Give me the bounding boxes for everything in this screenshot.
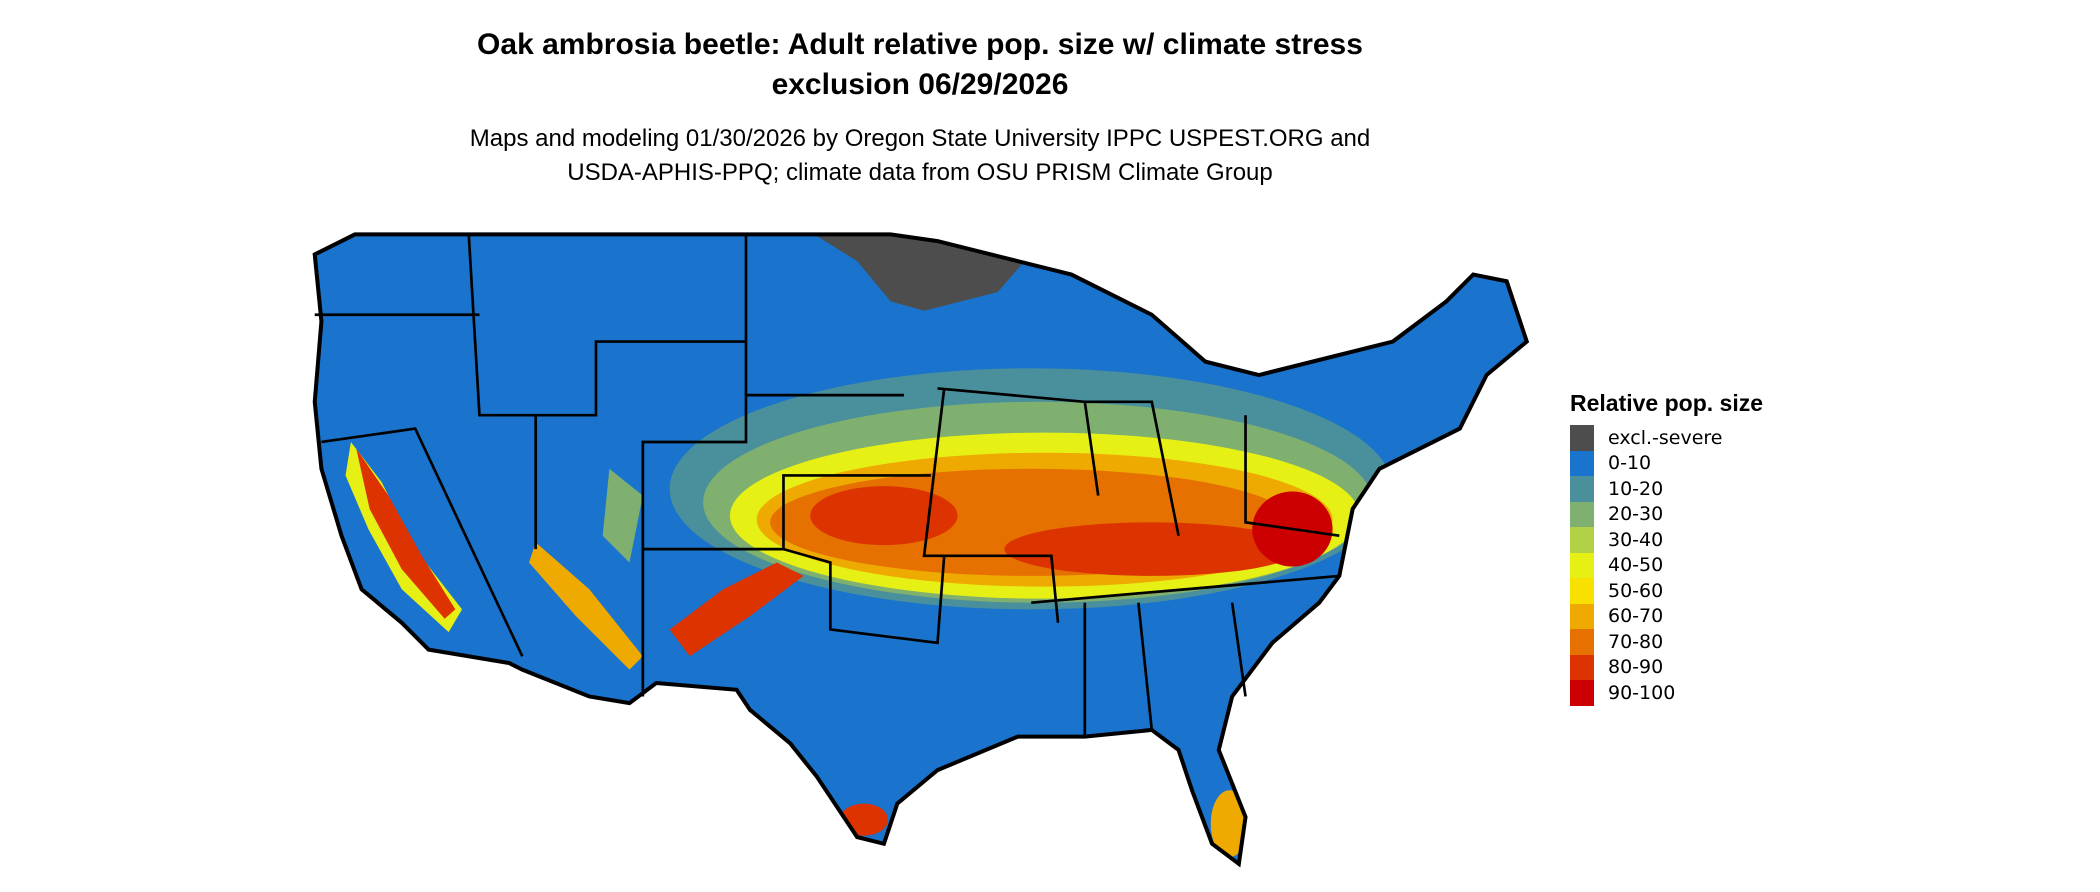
legend-label: 20-30	[1608, 503, 1664, 526]
map-subtitle-line2: USDA-APHIS-PPQ; climate data from OSU PR…	[567, 159, 1273, 186]
legend-label: 50-60	[1608, 579, 1664, 602]
legend-title: Relative pop. size	[1570, 390, 1764, 416]
region-80-90	[810, 486, 958, 546]
region-60-70	[529, 542, 643, 670]
legend-item: excl.-severe	[1570, 425, 1763, 451]
legend-label: 90-100	[1608, 681, 1676, 704]
legend-item: 90-100	[1570, 680, 1763, 706]
legend-swatch	[1570, 476, 1594, 502]
region-80-90	[1004, 522, 1300, 576]
legend-swatch	[1570, 425, 1594, 451]
map-title-line1: Oak ambrosia beetle: Adult relative pop.…	[477, 28, 1363, 61]
legend-swatch	[1570, 629, 1594, 655]
legend-swatch	[1570, 552, 1594, 578]
legend-swatch	[1570, 527, 1594, 553]
legend-label: 40-50	[1608, 554, 1664, 577]
legend-label: 80-90	[1608, 656, 1664, 679]
map-title-line2: exclusion 06/29/2026	[771, 68, 1069, 101]
legend-item: 20-30	[1570, 501, 1763, 527]
legend-item: 0-10	[1570, 450, 1763, 476]
region-80-90	[356, 448, 456, 619]
region-60-70	[1210, 790, 1249, 858]
legend-item: 80-90	[1570, 654, 1763, 680]
legend-item: 50-60	[1570, 578, 1763, 604]
legend-item: 30-40	[1570, 527, 1763, 553]
legend-label: 30-40	[1608, 528, 1664, 551]
legend-label: 60-70	[1608, 605, 1664, 628]
legend-item: 40-50	[1570, 552, 1763, 578]
legend-label: 10-20	[1608, 477, 1664, 500]
legend-item: 60-70	[1570, 603, 1763, 629]
legend-swatch	[1570, 578, 1594, 604]
legend-swatch	[1570, 680, 1594, 706]
legend-swatch	[1570, 603, 1594, 629]
map-subtitle-line1: Maps and modeling 01/30/2026 by Oregon S…	[469, 125, 1371, 152]
region-80-90	[669, 562, 804, 657]
legend-swatch	[1570, 450, 1594, 476]
state-borders	[314, 234, 1340, 737]
legend-item: 10-20	[1570, 476, 1763, 502]
legend-label: excl.-severe	[1608, 426, 1723, 449]
region-20-30	[602, 468, 643, 563]
legend-swatch	[1570, 654, 1594, 680]
legend-label: 0-10	[1608, 452, 1652, 475]
legend-item: 70-80	[1570, 629, 1763, 655]
legend-label: 70-80	[1608, 630, 1664, 653]
legend-swatch	[1570, 501, 1594, 527]
legend: Relative pop. size excl.-severe 0-10 10-20…	[1570, 390, 1763, 706]
